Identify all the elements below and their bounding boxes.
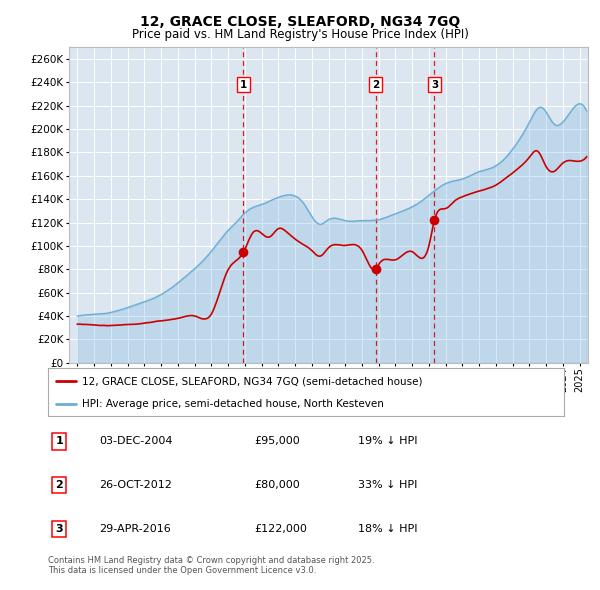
Text: 29-APR-2016: 29-APR-2016 [100,524,172,534]
Text: 1: 1 [55,437,63,447]
Text: 19% ↓ HPI: 19% ↓ HPI [358,437,417,447]
Text: 2: 2 [372,80,379,90]
Text: 1: 1 [240,80,247,90]
Text: 12, GRACE CLOSE, SLEAFORD, NG34 7GQ (semi-detached house): 12, GRACE CLOSE, SLEAFORD, NG34 7GQ (sem… [82,376,422,386]
Text: 18% ↓ HPI: 18% ↓ HPI [358,524,417,534]
Text: 3: 3 [56,524,63,534]
Text: £95,000: £95,000 [254,437,300,447]
Text: Contains HM Land Registry data © Crown copyright and database right 2025.
This d: Contains HM Land Registry data © Crown c… [48,556,374,575]
Text: 03-DEC-2004: 03-DEC-2004 [100,437,173,447]
Text: Price paid vs. HM Land Registry's House Price Index (HPI): Price paid vs. HM Land Registry's House … [131,28,469,41]
Text: 33% ↓ HPI: 33% ↓ HPI [358,480,417,490]
Text: 3: 3 [431,80,438,90]
Text: £122,000: £122,000 [254,524,307,534]
Text: £80,000: £80,000 [254,480,300,490]
Text: 2: 2 [55,480,63,490]
Text: 26-OCT-2012: 26-OCT-2012 [100,480,172,490]
Text: HPI: Average price, semi-detached house, North Kesteven: HPI: Average price, semi-detached house,… [82,399,383,409]
Text: 12, GRACE CLOSE, SLEAFORD, NG34 7GQ: 12, GRACE CLOSE, SLEAFORD, NG34 7GQ [140,15,460,30]
